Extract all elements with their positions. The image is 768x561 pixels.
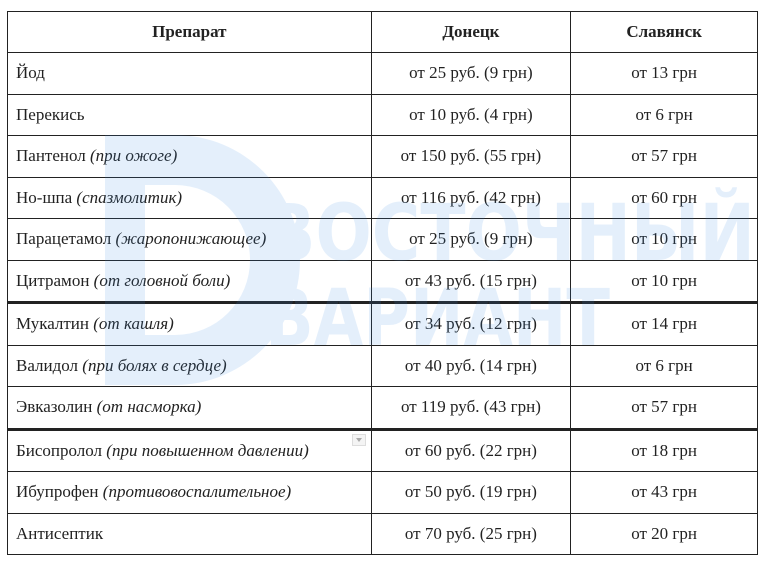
donetsk-price: от 150 руб. (55 грн) [370,135,572,178]
slavyansk-price: от 57 грн [570,386,758,431]
table-row: Бисопролол (при повышенном давлении) от 6… [7,428,758,472]
table-row: Цитрамон (от головной боли) от 43 руб. (1… [7,259,758,304]
donetsk-price: от 25 руб. (9 грн) [370,218,572,261]
drug-note: (от головной боли) [93,270,231,290]
table-row: Эвказолин (от насморка) от 119 руб. (43 г… [7,386,758,431]
donetsk-price: от 116 руб. (42 грн) [370,176,572,219]
drug-name: Йод [16,63,45,83]
table-header-row: Препарат Донецк Славянск [7,11,758,53]
drug-name: Валидол [16,355,79,375]
drug-cell: Цитрамон (от головной боли) [7,259,372,304]
table-row: Ибупрофен (противовоспалительное) от 50 р… [7,471,758,514]
drug-name: Ибупрофен [16,482,99,502]
slavyansk-price: от 10 грн [570,259,758,304]
drug-name: Перекись [16,104,85,124]
drug-cell: Валидол (при болях в сердце) [7,344,372,387]
slavyansk-price: от 13 грн [570,52,758,95]
drug-note: (при ожоге) [90,146,178,166]
drug-name: Мукалтин [16,314,89,334]
slavyansk-price: от 14 грн [570,302,758,346]
drug-cell: Ибупрофен (противовоспалительное) [7,471,372,514]
drug-cell: Пантенол (при ожоге) [7,135,372,178]
header-drug: Препарат [7,11,372,53]
table-row: Пантенол (при ожоге) от 150 руб. (55 грн)… [7,135,758,178]
donetsk-price: от 43 руб. (15 грн) [370,259,572,304]
drug-cell: Перекись [7,93,372,136]
slavyansk-price: от 43 грн [570,471,758,514]
slavyansk-price: от 57 грн [570,135,758,178]
donetsk-price: от 25 руб. (9 грн) [370,52,572,95]
slavyansk-price: от 6 грн [570,344,758,387]
drug-name: Парацетамол [16,229,112,249]
drug-cell: Но-шпа (спазмолитик) [7,176,372,219]
donetsk-price: от 10 руб. (4 грн) [370,93,572,136]
donetsk-price: от 50 руб. (19 грн) [370,471,572,514]
slavyansk-price: от 60 грн [570,176,758,219]
table-row: Но-шпа (спазмолитик) от 116 руб. (42 грн)… [7,176,758,219]
slavyansk-price: от 10 грн [570,218,758,261]
drug-note: (от кашля) [93,314,174,334]
drug-note: (от насморка) [96,397,202,417]
drug-note: (противовоспалительное) [102,482,292,502]
drug-cell: Бисопролол (при повышенном давлении) [7,428,372,472]
drug-name: Эвказолин [16,397,93,417]
table-row: Антисептик от 70 руб. (25 грн) от 20 грн [7,512,758,555]
drug-cell: Мукалтин (от кашля) [7,302,372,346]
header-donetsk: Донецк [370,11,572,53]
drug-name: Но-шпа [16,187,73,207]
donetsk-price: от 34 руб. (12 грн) [370,302,572,346]
prices-table: Препарат Донецк Славянск Йод от 25 руб. (… [7,11,758,555]
drug-name: Цитрамон [16,270,90,290]
table-row: Парацетамол (жаропонижающее) от 25 руб. (… [7,218,758,261]
drug-note: (жаропонижающее) [115,229,267,249]
drug-note: (при повышенном давлении) [106,440,309,460]
drug-cell: Антисептик [7,512,372,555]
donetsk-price: от 70 руб. (25 грн) [370,512,572,555]
donetsk-price: от 119 руб. (43 грн) [370,386,572,431]
cell-dropdown-icon[interactable] [352,434,366,446]
drug-cell: Парацетамол (жаропонижающее) [7,218,372,261]
slavyansk-price: от 20 грн [570,512,758,555]
drug-cell: Эвказолин (от насморка) [7,386,372,431]
table-row: Валидол (при болях в сердце) от 40 руб. (… [7,344,758,387]
donetsk-price: от 60 руб. (22 грн) [370,428,572,472]
slavyansk-price: от 6 грн [570,93,758,136]
drug-name: Антисептик [16,523,104,543]
slavyansk-price: от 18 грн [570,428,758,472]
table-row: Йод от 25 руб. (9 грн) от 13 грн [7,52,758,95]
drug-name: Бисопролол [16,440,103,460]
donetsk-price: от 40 руб. (14 грн) [370,344,572,387]
header-slavyansk: Славянск [570,11,758,53]
drug-note: (спазмолитик) [76,187,183,207]
table-row: Перекись от 10 руб. (4 грн) от 6 грн [7,93,758,136]
drug-name: Пантенол [16,146,86,166]
drug-cell: Йод [7,52,372,95]
drug-note: (при болях в сердце) [82,355,227,375]
table-row: Мукалтин (от кашля) от 34 руб. (12 грн) от… [7,302,758,346]
